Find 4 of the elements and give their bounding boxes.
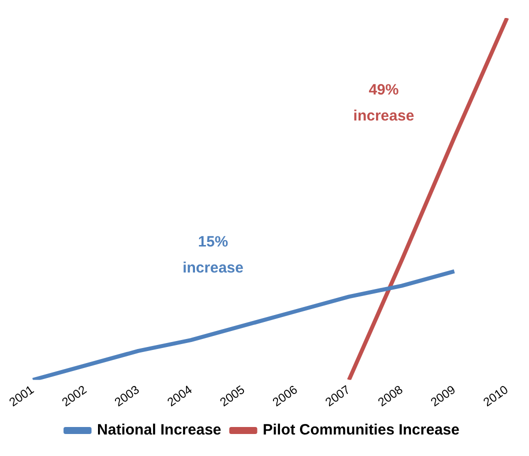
annotation: 15% increase (182, 234, 244, 277)
legend-label: Pilot Communities Increase (262, 422, 460, 439)
annotation: 49% increase (353, 82, 414, 125)
legend-label: National Increase (97, 422, 222, 439)
